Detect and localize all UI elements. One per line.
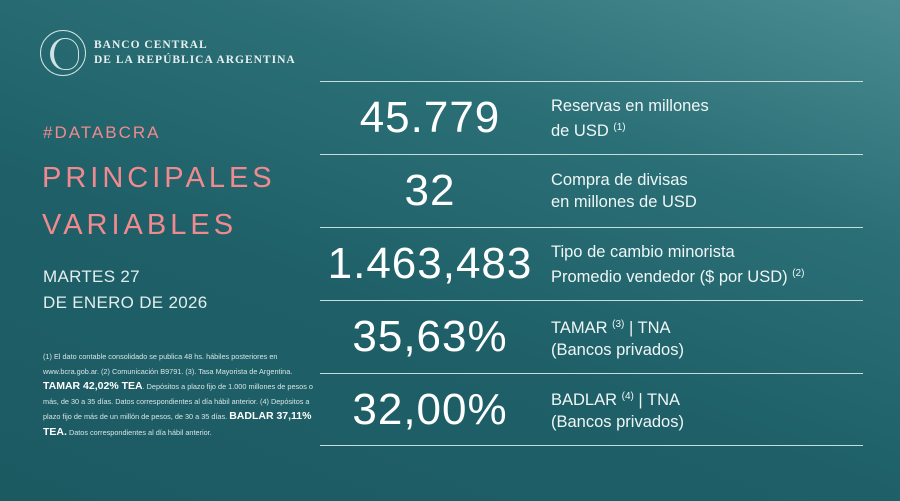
label-text: (Bancos privados) (551, 413, 684, 431)
bank-name-line2: DE LA REPÚBLICA ARGENTINA (94, 54, 296, 66)
date-line2: DE ENERO DE 2026 (43, 293, 208, 312)
label-text: Tipo de cambio minorista (551, 242, 735, 261)
footnote-ref: (4) (621, 391, 634, 402)
footnote-ref: (2) (792, 267, 805, 279)
label-text: (Bancos privados) (551, 340, 684, 359)
footnote-text: (1) El dato contable consolidado se publ… (43, 352, 293, 376)
variable-label: TAMAR (3) | TNA (Bancos privados) (551, 314, 684, 361)
bank-name: BANCO CENTRAL DE LA REPÚBLICA ARGENTINA (94, 38, 296, 68)
label-text: en millones de USD (551, 193, 697, 211)
footnote-ref: (3) (612, 318, 625, 330)
variable-value: 45.779 (359, 93, 501, 142)
variable-label: Reservas en millones de USD (1) (551, 95, 709, 142)
variable-row-compra-divisas: 32 Compra de divisas en millones de USD (320, 154, 863, 227)
bcra-logo: BANCO CENTRAL DE LA REPÚBLICA ARGENTINA (40, 30, 296, 76)
hashtag: #DATABCRA (43, 123, 161, 142)
label-text: Reservas en millones (551, 96, 709, 115)
variable-value: 1.463,483 (327, 239, 533, 288)
variable-value: 32,00% (352, 384, 508, 434)
variable-label: BADLAR (4) | TNA (Bancos privados) (551, 386, 684, 433)
footnote-text: Datos correspondientes al día hábil ante… (66, 427, 212, 437)
footnote-text: . Depósitos a plazo fijo de 1.000 millon… (43, 382, 313, 421)
variable-row-reservas: 45.779 Reservas en millones de USD (1) (320, 81, 863, 154)
label-text: Compra de divisas (551, 171, 688, 189)
label-text: | TNA (624, 318, 671, 337)
label-text: de USD (551, 121, 614, 140)
bcra-seal-icon (40, 30, 86, 76)
label-text: BADLAR (551, 391, 622, 409)
footnote-ref: (1) (613, 121, 626, 133)
title-line1: PRINCIPALES (42, 162, 276, 194)
variable-value: 35,63% (352, 312, 508, 361)
badlar-tea: BADLAR 37,11% TEA. (43, 410, 312, 438)
label-text: Promedio vendedor ($ por USD) (551, 267, 793, 286)
variable-value: 32 (404, 166, 456, 215)
bank-name-line1: BANCO CENTRAL (94, 39, 208, 51)
label-text: TAMAR (551, 318, 613, 337)
date-line1: MARTES 27 (43, 267, 140, 286)
variable-row-badlar: 32,00% BADLAR (4) | TNA (Bancos privados… (320, 373, 863, 446)
title-line2: VARIABLES (42, 209, 238, 241)
footnotes: (1) El dato contable consolidado se publ… (43, 350, 315, 440)
tamar-tea: TAMAR 42,02% TEA (43, 380, 143, 392)
variable-row-tamar: 35,63% TAMAR (3) | TNA (Bancos privados) (320, 300, 863, 373)
variable-row-tipo-cambio: 1.463,483 Tipo de cambio minorista Prome… (320, 227, 863, 300)
page-title: PRINCIPALES VARIABLES (42, 155, 276, 249)
variable-label: Compra de divisas en millones de USD (551, 169, 697, 213)
variable-label: Tipo de cambio minorista Promedio vended… (551, 241, 804, 288)
date: MARTES 27 DE ENERO DE 2026 (43, 264, 207, 316)
variables-list: 45.779 Reservas en millones de USD (1) 3… (320, 81, 863, 446)
label-text: | TNA (633, 391, 681, 409)
